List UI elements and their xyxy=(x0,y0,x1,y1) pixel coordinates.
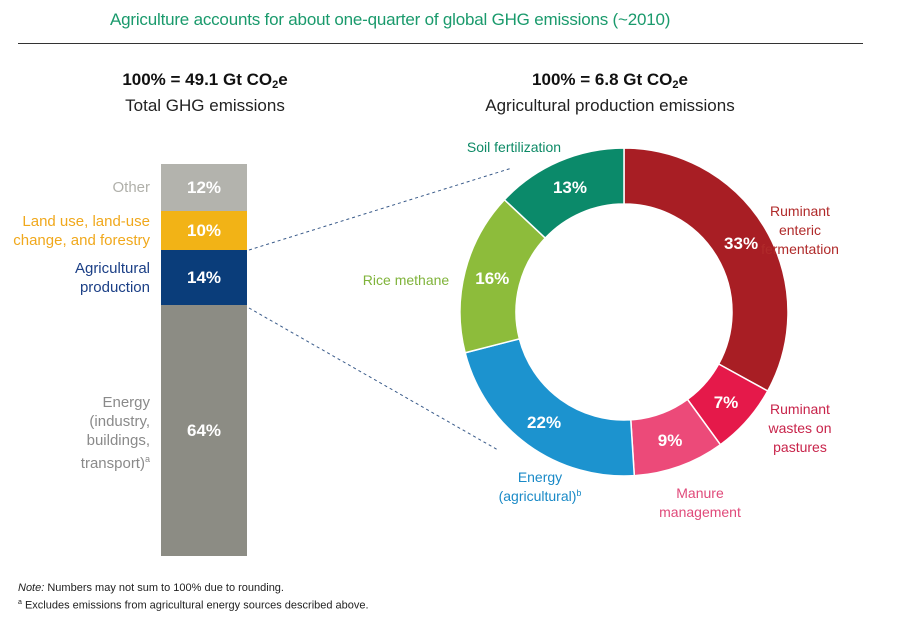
donut-slice xyxy=(623,147,789,393)
donut-slice-category-label: Soil fertilization xyxy=(467,139,561,155)
left-total-text: 100% = 49.1 Gt CO xyxy=(122,70,273,89)
donut-slice-category-label: Ruminant wastes on pastures xyxy=(767,401,831,455)
right-total-text: 100% = 6.8 Gt CO xyxy=(532,70,673,89)
left-panel-total: 100% = 49.1 Gt CO2e xyxy=(95,70,315,91)
footnote-a-mark: a xyxy=(18,599,22,606)
donut-slice-value-label: 9% xyxy=(658,431,683,450)
bar-segment: 64% xyxy=(161,305,247,556)
bar-segment: 14% xyxy=(161,250,247,306)
bar-segment: 12% xyxy=(161,164,247,212)
donut-slice-category-label: Ruminant enteric fermentation xyxy=(761,203,839,257)
bar-category-label: Land use, land-use change, and forestry xyxy=(13,212,150,249)
left-total-subscript: 2 xyxy=(272,79,279,91)
donut-slice-value-label: 13% xyxy=(553,178,587,197)
footnote-a: a Excludes emissions from agricultural e… xyxy=(18,599,369,612)
donut-slice-category-label: Energy (agricultural)b xyxy=(499,469,582,504)
right-panel-subtitle: Agricultural production emissions xyxy=(485,96,735,115)
donut-slice-value-label: 7% xyxy=(714,393,739,412)
right-total-tail: e xyxy=(678,70,688,89)
donut-slice-category-label: Rice methane xyxy=(363,272,450,288)
bar-category-label: Other xyxy=(112,179,150,197)
bar-segment-value-label: 14% xyxy=(186,267,222,287)
donut-slice xyxy=(503,147,625,240)
bar-segment-value-label: 64% xyxy=(186,420,222,440)
bar-category-label: Energy (industry, buildings, transport)a xyxy=(80,393,150,472)
note-line: Note: Numbers may not sum to 100% due to… xyxy=(18,582,284,594)
bar-segment-value-label: 12% xyxy=(186,177,222,197)
donut-slice-value-label: 16% xyxy=(475,269,509,288)
right-total-subscript: 2 xyxy=(672,79,679,91)
donut-slice xyxy=(464,337,636,477)
donut-slice-value-label: 33% xyxy=(724,234,758,253)
donut-slice-value-label: 22% xyxy=(527,413,561,432)
bar-category-label: Agricultural production xyxy=(74,259,150,296)
chart-title: Agriculture accounts for about one-quart… xyxy=(110,10,671,29)
connector-line xyxy=(248,167,513,251)
note-prefix: Note: xyxy=(18,582,45,594)
left-panel-subtitle: Total GHG emissions xyxy=(125,96,285,115)
note-text: Numbers may not sum to 100% due to round… xyxy=(44,582,284,594)
bar-segment-value-label: 10% xyxy=(186,220,222,240)
right-panel-total: 100% = 6.8 Gt CO2e xyxy=(480,70,740,91)
bar-segment: 10% xyxy=(161,211,247,251)
title-divider xyxy=(18,43,863,44)
left-total-tail: e xyxy=(278,70,288,89)
footnote-a-text: Excludes emissions from agricultural ene… xyxy=(21,599,369,612)
donut-slice-category-label: Manure management xyxy=(659,485,741,520)
